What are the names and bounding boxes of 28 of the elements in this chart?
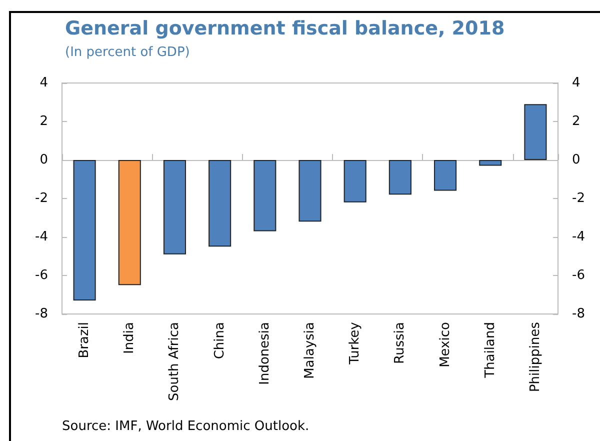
y-tick-label: -6 — [35, 268, 48, 283]
y2-tick-label: -6 — [572, 268, 585, 283]
y-tick-label: -8 — [35, 306, 48, 322]
x-tick-label: China — [212, 322, 228, 360]
chart-subtitle: (In percent of GDP) — [65, 45, 190, 60]
y2-tick-label: 4 — [572, 76, 580, 90]
x-tick-label: Thailand — [482, 322, 498, 379]
x-tick-label: Philippines — [528, 322, 543, 392]
y-tick-label: 4 — [40, 76, 48, 90]
x-tick-label: Russia — [392, 322, 408, 364]
x-tick-label: India — [122, 322, 138, 354]
x-tick-label: Mexico — [438, 322, 453, 368]
y-tick-label: -2 — [35, 191, 48, 206]
y-tick-label: -4 — [35, 230, 48, 244]
y2-tick-label: -8 — [572, 306, 585, 322]
x-tick-label: Brazil — [77, 322, 92, 358]
x-tick-label: Turkey — [348, 322, 363, 366]
x-tick-label: South Africa — [167, 322, 182, 401]
y2-tick-label: -4 — [572, 230, 585, 244]
x-tick-label: Indonesia — [257, 322, 272, 385]
y2-tick-label: 2 — [572, 114, 580, 129]
source-note: Source: IMF, World Economic Outlook. — [62, 419, 310, 434]
y-tick-label: 2 — [40, 114, 48, 129]
y-tick-label: 0 — [40, 152, 48, 168]
chart-title: General government fiscal balance, 2018 — [65, 18, 505, 40]
y2-tick-label: 0 — [572, 152, 580, 168]
x-tick-label: Malaysia — [302, 322, 318, 379]
y2-tick-label: -2 — [572, 191, 585, 206]
